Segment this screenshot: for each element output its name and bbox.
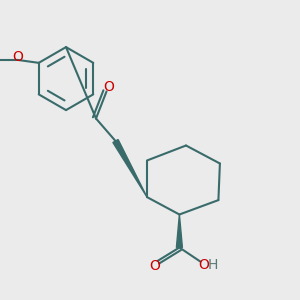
Polygon shape xyxy=(176,214,182,248)
Text: O: O xyxy=(13,50,23,64)
Text: H: H xyxy=(208,258,218,272)
Text: O: O xyxy=(198,258,209,272)
Text: O: O xyxy=(150,259,160,272)
Text: O: O xyxy=(103,80,114,94)
Polygon shape xyxy=(113,140,147,197)
